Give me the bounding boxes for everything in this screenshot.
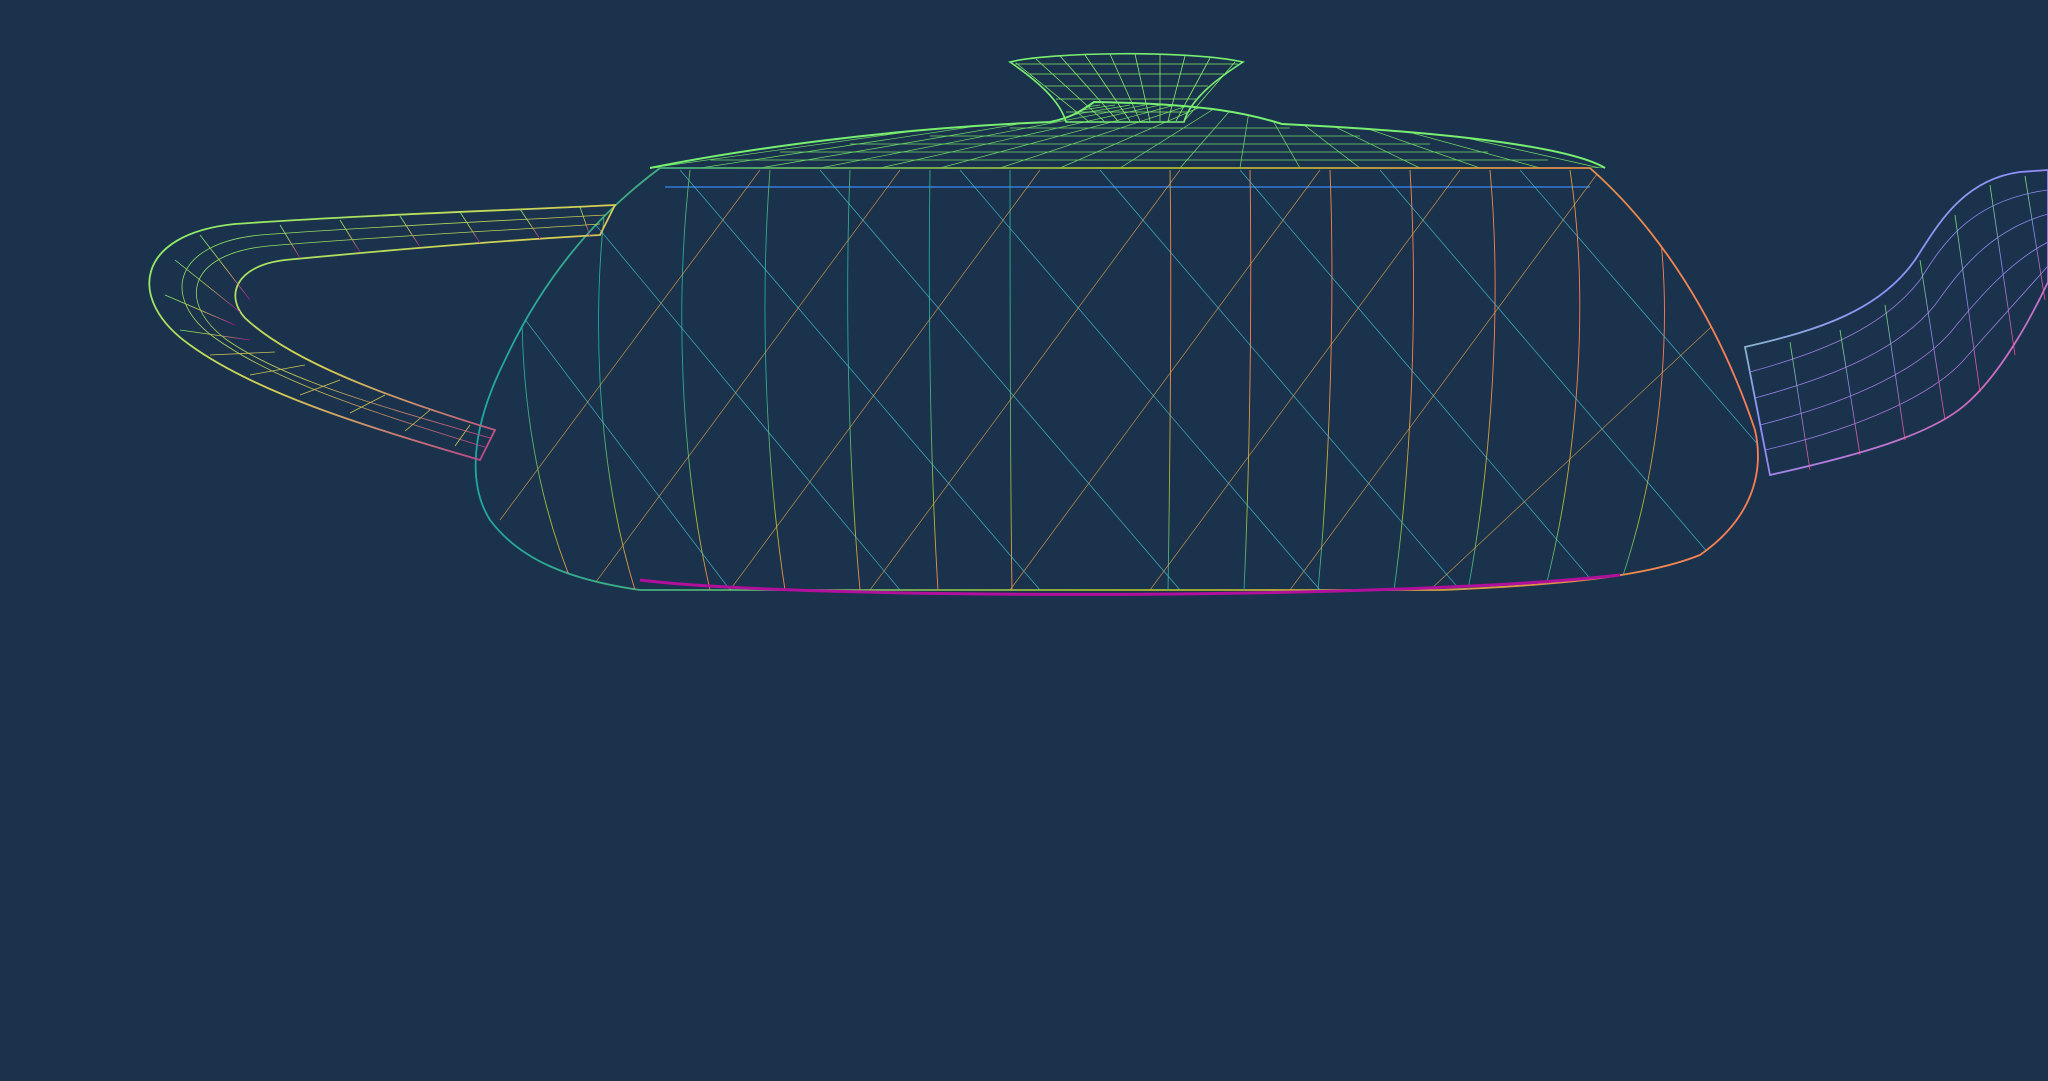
- lid-mesh: [650, 104, 1605, 168]
- teapot-handle[interactable]: [148, 204, 617, 462]
- teapot-model[interactable]: [148, 52, 2048, 596]
- body-bottom-band: [639, 573, 1621, 596]
- handle-outline: [148, 204, 617, 462]
- lid-outline: [649, 100, 1606, 169]
- teapot-spout[interactable]: [1743, 169, 2048, 477]
- body-mesh-diagonal-b: [499, 169, 1741, 590]
- lid-knob[interactable]: [1008, 52, 1246, 123]
- lid-knob-mesh: [1015, 53, 1238, 122]
- body-mesh-vertical: [521, 169, 1665, 590]
- spout-outline: [1743, 169, 2048, 477]
- teapot-body[interactable]: [470, 167, 1780, 596]
- lid[interactable]: [649, 100, 1606, 188]
- spout-mesh: [1749, 175, 2048, 471]
- body-mesh-horizontal: [475, 191, 1758, 577]
- body-outline: [474, 167, 1759, 591]
- handle-mesh: [164, 206, 606, 448]
